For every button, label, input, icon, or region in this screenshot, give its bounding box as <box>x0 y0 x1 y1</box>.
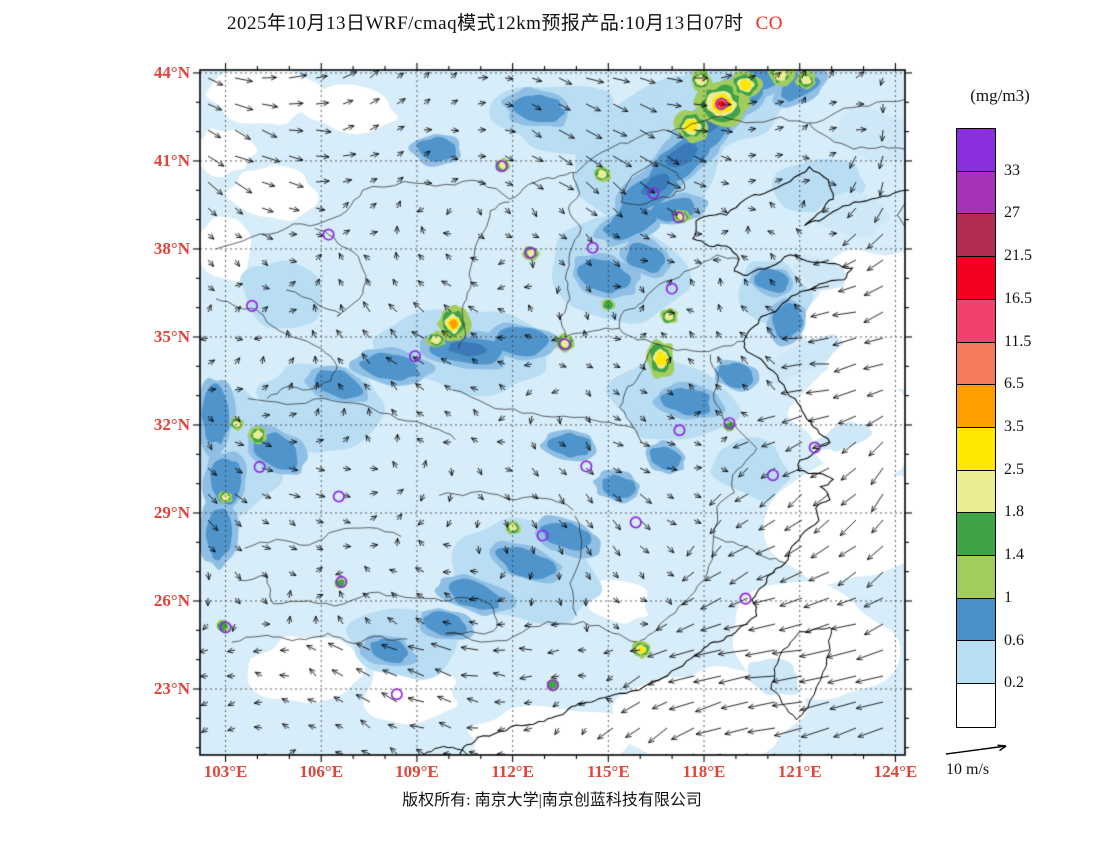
colorbar-tick-label: 3.5 <box>1004 417 1024 435</box>
colorbar-tick-label: 1.8 <box>1004 503 1024 521</box>
title-text: 2025年10月13日WRF/cmaq模式12km预报产品:10月13日07时 <box>226 13 744 34</box>
lat-label: 32°N <box>153 414 190 434</box>
lat-label: 29°N <box>153 502 190 522</box>
colorbar-cell <box>957 299 995 343</box>
colorbar-cell <box>957 171 995 215</box>
colorbar-tick-label: 11.5 <box>1004 332 1032 350</box>
copyright-footer: 版权所有: 南京大学|南京创蓝科技有限公司 <box>402 792 702 809</box>
lat-label: 26°N <box>153 590 190 610</box>
lon-label: 118°E <box>682 762 726 781</box>
lat-label: 23°N <box>153 678 190 698</box>
lon-label: 121°E <box>777 762 822 781</box>
colorbar-unit-label: (mg/m3) <box>970 86 1030 105</box>
colorbar-tick-label: 33 <box>1004 161 1020 179</box>
colorbar-cell <box>957 598 995 642</box>
colorbar-cell <box>957 385 995 428</box>
colorbar-tick-label: 16.5 <box>1004 289 1032 307</box>
colorbar-cell <box>957 513 995 557</box>
colorbar-tick-label: 21.5 <box>1004 247 1032 265</box>
lat-label: 38°N <box>153 238 190 258</box>
page-title: 2025年10月13日WRF/cmaq模式12km预报产品:10月13日07时 C… <box>0 8 1010 35</box>
lon-label: 109°E <box>395 762 439 781</box>
lat-label: 41°N <box>153 150 190 170</box>
colorbar-tick-label: 27 <box>1004 204 1020 222</box>
colorbar-tick-label: 1.4 <box>1004 546 1024 564</box>
colorbar-tick-label: 6.5 <box>1004 375 1024 393</box>
lon-label: 112°E <box>491 762 534 781</box>
colorbar-cell <box>957 342 995 386</box>
title-species-label: CO <box>755 13 784 34</box>
colorbar-cell <box>957 129 995 172</box>
colorbar-cell <box>957 556 995 599</box>
lat-label: 44°N <box>153 62 190 82</box>
colorbar-cell <box>957 214 995 258</box>
colorbar-cell <box>957 641 995 685</box>
lat-label: 35°N <box>153 326 190 346</box>
colorbar-tick-label: 1 <box>1004 588 1012 606</box>
colorbar-cell <box>957 684 995 727</box>
colorbar-cell <box>957 427 995 471</box>
colorbar-cell <box>957 257 995 300</box>
wind-scale-legend: 10 m/s <box>940 740 1060 779</box>
colorbar-tick-label: 0.2 <box>1004 674 1024 692</box>
lon-label: 103°E <box>203 762 248 781</box>
co-concentration-map <box>188 58 917 767</box>
lon-label: 106°E <box>299 762 344 781</box>
wind-scale-arrow-icon <box>945 744 1007 755</box>
lon-label: 115°E <box>586 762 630 781</box>
colorbar-cells <box>956 128 996 728</box>
colorbar-cell <box>957 470 995 514</box>
colorbar-tick-label: 2.5 <box>1004 460 1024 478</box>
colorbar-tick-label: 0.6 <box>1004 631 1024 649</box>
lon-label: 124°E <box>873 762 918 781</box>
wind-scale-label: 10 m/s <box>946 761 990 778</box>
